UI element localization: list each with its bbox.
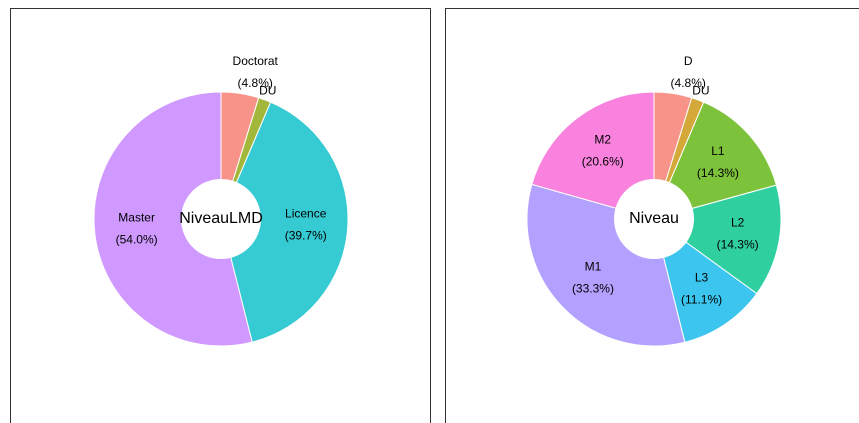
slice-label: M2 (594, 132, 611, 146)
value-label: (4.8%) (238, 76, 273, 90)
slice-label: L2 (731, 215, 745, 229)
center-label: NiveauLMD (179, 210, 263, 227)
slice-label: Doctorat (233, 54, 279, 68)
value-label: (20.6%) (582, 154, 624, 168)
donut-hole (181, 179, 261, 259)
donut-hole (614, 179, 694, 259)
slice-label: DU (692, 84, 709, 98)
slice-label: L1 (711, 144, 725, 158)
slice-label: DU (259, 83, 276, 97)
value-label: (39.7%) (285, 229, 327, 243)
slice-label: Licence (285, 207, 327, 221)
slice (531, 91, 655, 220)
slice (653, 101, 778, 220)
slice-label: M1 (585, 259, 602, 273)
slice-label: Master (118, 211, 155, 225)
slice (653, 217, 758, 343)
slice-label: L3 (695, 271, 709, 285)
value-label: (11.1%) (681, 293, 722, 307)
value-label: (14.3%) (717, 237, 759, 251)
value-label: (54.0%) (116, 233, 158, 247)
center-label: Niveau (629, 210, 679, 227)
slice (220, 101, 349, 343)
slice-label: D (684, 54, 693, 68)
value-label: (33.3%) (572, 281, 614, 295)
value-label: (4.8%) (671, 76, 706, 90)
value-label: (14.3%) (697, 166, 739, 180)
slice (93, 91, 253, 347)
